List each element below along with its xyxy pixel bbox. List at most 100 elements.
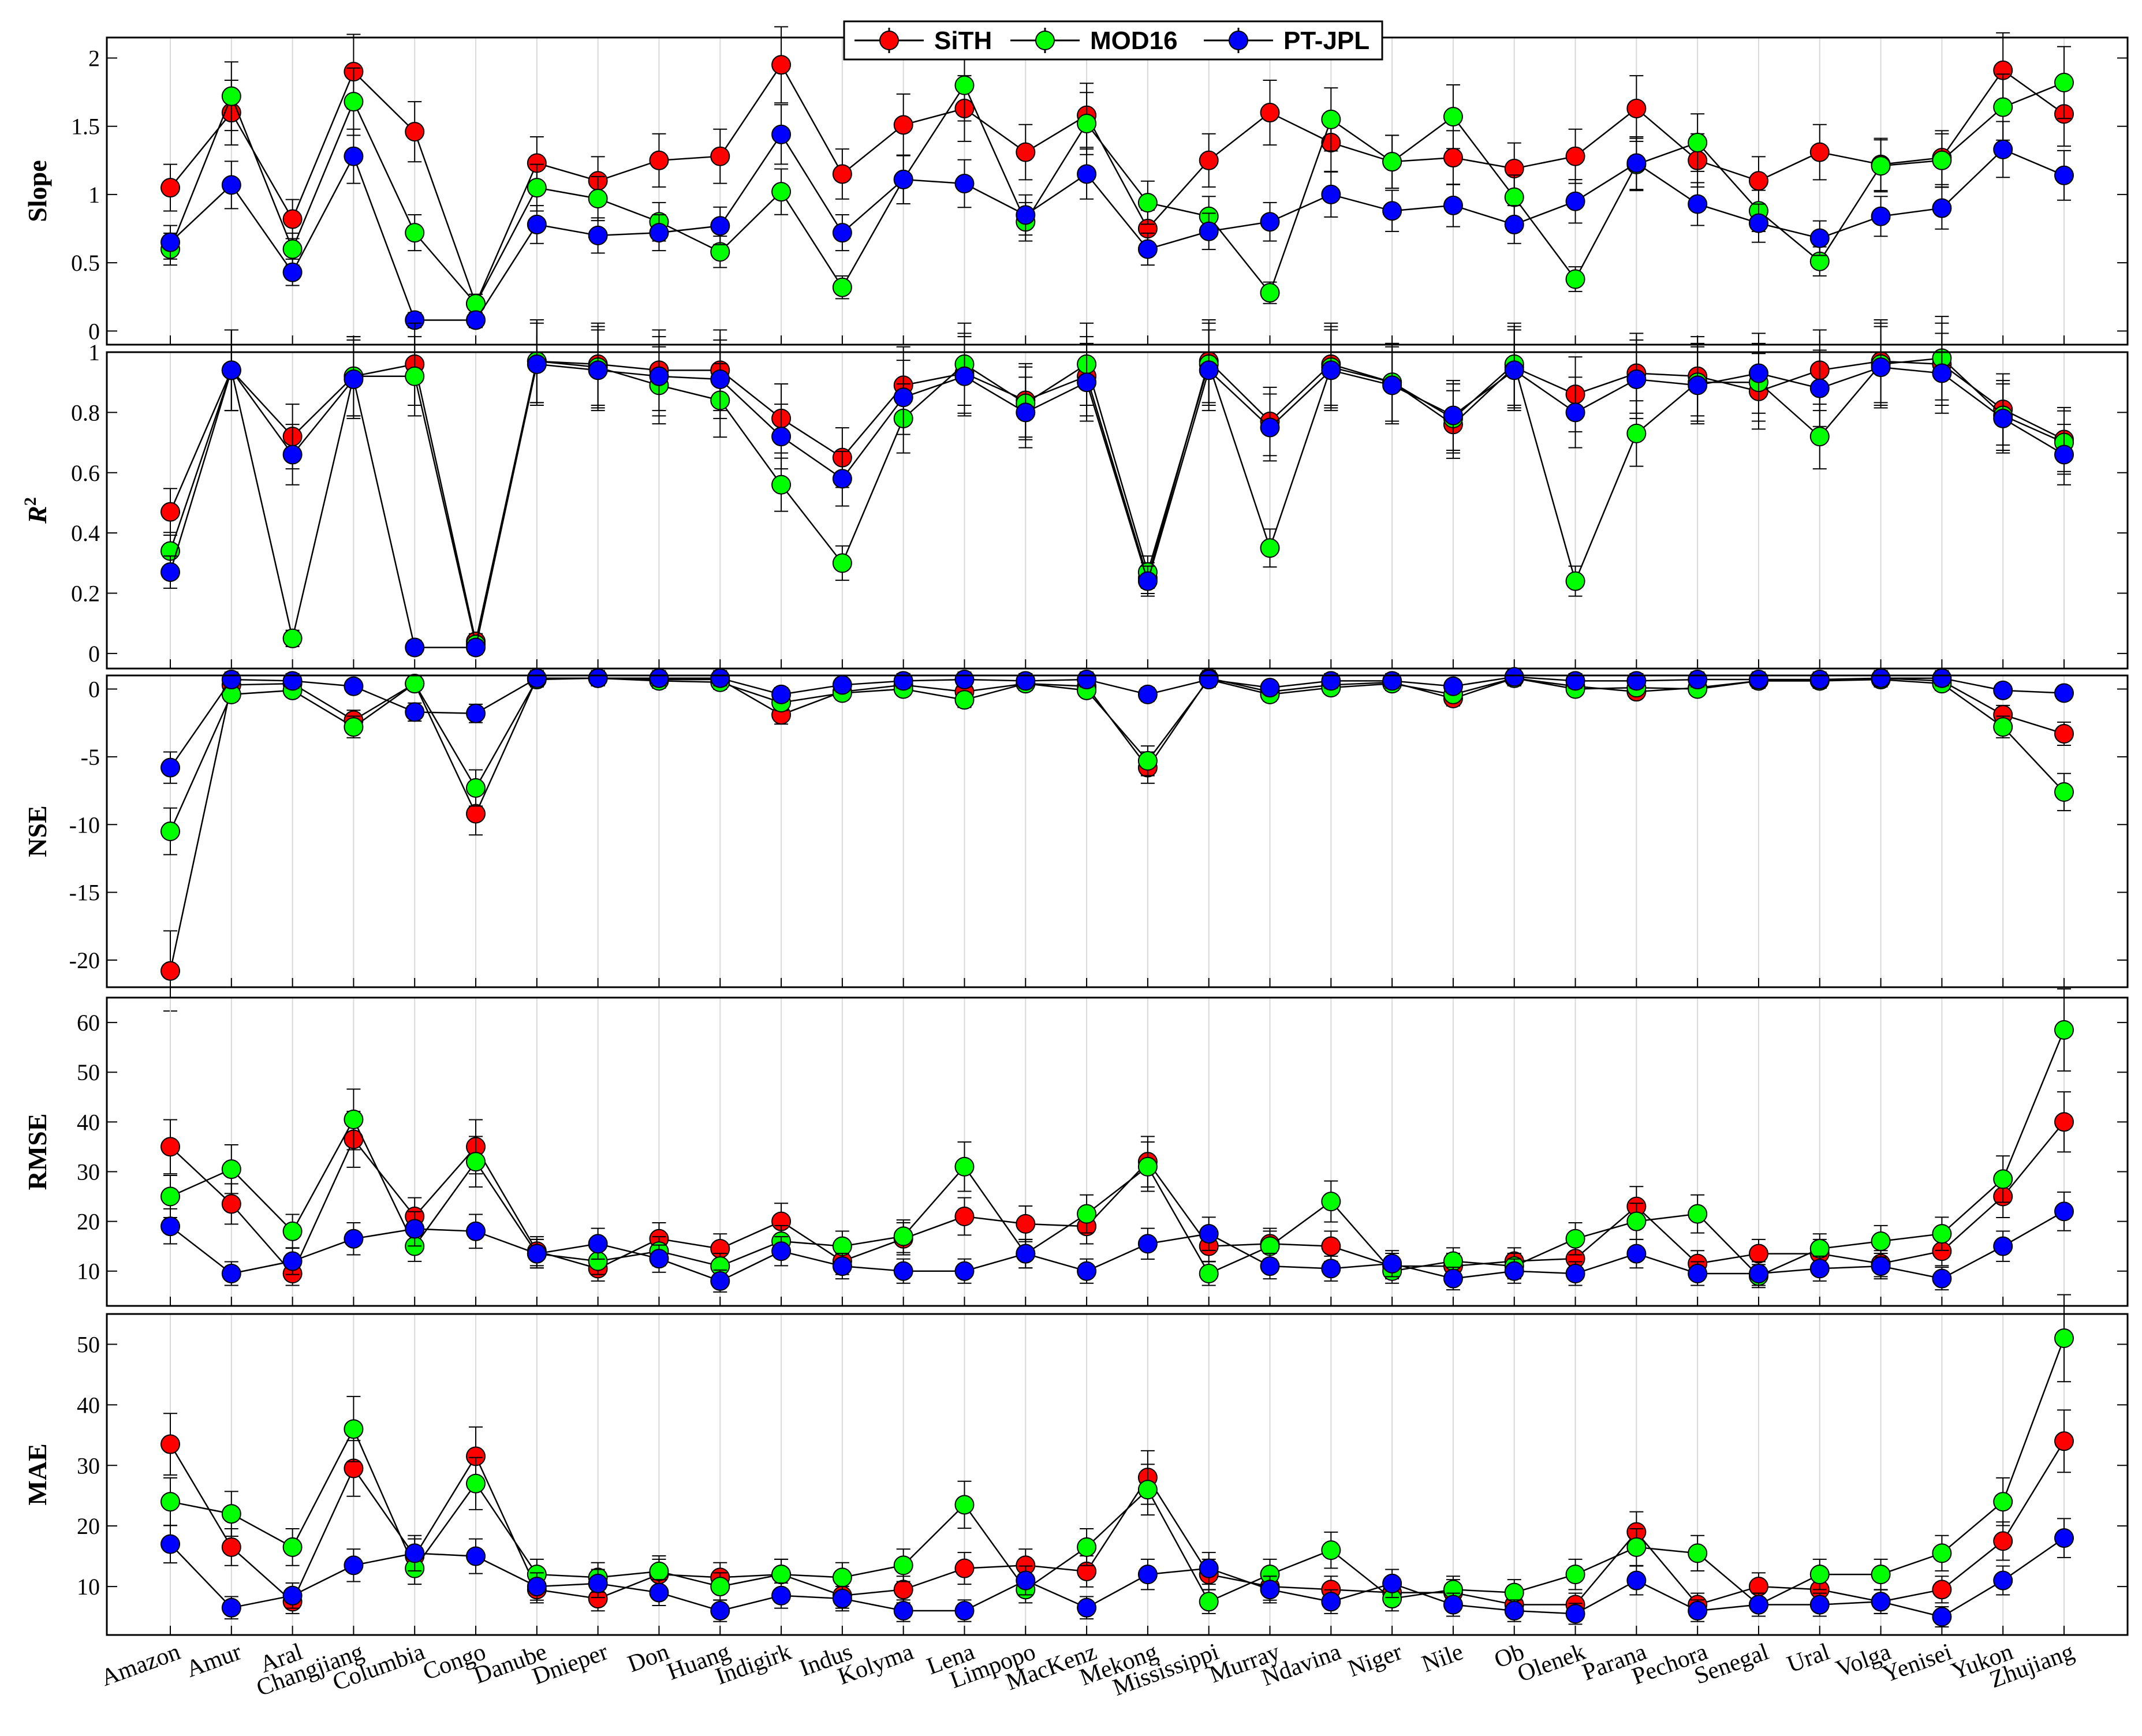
point-rmse-pt-jpl-dnieper bbox=[588, 1234, 608, 1254]
point-rmse-pt-jpl-aral bbox=[282, 1251, 303, 1271]
point-nse-pt-jpl-murray bbox=[1260, 678, 1280, 698]
point-slope-pt-jpl-senegal bbox=[1748, 213, 1768, 233]
point-slope-mod16-zhujiang bbox=[2054, 73, 2074, 93]
point-nse-pt-jpl-danube bbox=[527, 668, 547, 688]
ylabel-mae: MAE bbox=[23, 1443, 52, 1505]
point-slope-pt-jpl-changjiang bbox=[344, 146, 364, 166]
point-r2-pt-jpl-nile bbox=[1443, 405, 1463, 425]
point-mae-mod16-huang bbox=[710, 1577, 730, 1597]
ytick-label-rmse-4: 50 bbox=[77, 1059, 100, 1085]
xtick-label-amazon: Amazon bbox=[98, 1638, 184, 1692]
xtick-label-ural: Ural bbox=[1783, 1638, 1833, 1678]
point-rmse-pt-jpl-huang bbox=[710, 1271, 730, 1291]
series-nse-mod16 bbox=[161, 668, 2074, 856]
ytick-label-mae-3: 40 bbox=[77, 1392, 100, 1418]
point-mae-mod16-mekong bbox=[1137, 1480, 1158, 1500]
point-nse-pt-jpl-ndavina bbox=[1321, 671, 1341, 691]
point-mae-pt-jpl-ob bbox=[1504, 1601, 1524, 1621]
point-rmse-sith-zhujiang bbox=[2054, 1112, 2074, 1132]
point-rmse-mod16-indus bbox=[832, 1236, 852, 1256]
point-rmse-pt-jpl-pechora bbox=[1688, 1264, 1708, 1284]
point-slope-mod16-ndavina bbox=[1321, 109, 1341, 129]
ytick-label-mae-0: 10 bbox=[77, 1574, 100, 1600]
chart-panels: 0 0.5 1 1.5 2 Slope 0 0.2 0.4 0.6 0.8 1 R2 0 -5 -10 -15 -… bbox=[21, 26, 2129, 1702]
ytick-label-nse-2: -10 bbox=[69, 812, 100, 838]
point-slope-mod16-lena bbox=[954, 75, 975, 95]
point-r2-pt-jpl-zhujiang bbox=[2054, 445, 2074, 465]
point-nse-sith-zhujiang bbox=[2054, 723, 2074, 744]
point-r2-pt-jpl-congo bbox=[466, 637, 486, 658]
ytick-label-r2-4: 0.8 bbox=[71, 400, 100, 425]
point-r2-pt-jpl-danube bbox=[527, 354, 547, 374]
point-slope-pt-jpl-don bbox=[649, 223, 669, 243]
point-nse-pt-jpl-amazon bbox=[161, 757, 180, 778]
point-nse-pt-jpl-huang bbox=[710, 668, 730, 688]
point-nse-pt-jpl-indus bbox=[832, 675, 852, 695]
point-slope-pt-jpl-indus bbox=[832, 223, 852, 243]
legend-item-sith: SiTH bbox=[854, 27, 992, 55]
point-nse-mod16-mekong bbox=[1137, 751, 1158, 771]
point-mae-pt-jpl-murray bbox=[1260, 1580, 1280, 1600]
point-r2-pt-jpl-olenek bbox=[1565, 402, 1585, 423]
point-mae-pt-jpl-changjiang bbox=[344, 1555, 364, 1576]
ytick-label-nse-4: -20 bbox=[69, 947, 100, 973]
ytick-label-mae-4: 50 bbox=[77, 1331, 100, 1357]
point-rmse-pt-jpl-olenek bbox=[1565, 1264, 1585, 1284]
point-rmse-pt-jpl-zhujiang bbox=[2054, 1201, 2074, 1222]
point-mae-pt-jpl-danube bbox=[527, 1577, 547, 1597]
point-slope-pt-jpl-danube bbox=[527, 214, 547, 234]
ylabel-slope: Slope bbox=[23, 160, 52, 222]
xtick-label-yenisei: Yenisei bbox=[1879, 1638, 1955, 1688]
ylabel-nse: NSE bbox=[23, 805, 52, 857]
series-nse-pt-jpl bbox=[161, 667, 2074, 784]
point-mae-mod16-lena bbox=[954, 1495, 975, 1515]
ytick-label-rmse-2: 30 bbox=[77, 1159, 100, 1185]
xtick-label-olenek: Olenek bbox=[1514, 1638, 1589, 1688]
point-mae-mod16-indigirk bbox=[771, 1565, 792, 1585]
point-mae-sith-yukon bbox=[1993, 1531, 2013, 1551]
ytick-label-mae-1: 20 bbox=[77, 1513, 100, 1539]
point-slope-pt-jpl-limpopo bbox=[1016, 205, 1036, 225]
point-nse-pt-jpl-mississippi bbox=[1199, 670, 1219, 690]
point-r2-mod16-murray bbox=[1260, 538, 1280, 558]
point-mae-pt-jpl-aral bbox=[282, 1585, 303, 1606]
ytick-label-slope-2: 1 bbox=[88, 182, 100, 208]
point-rmse-pt-jpl-senegal bbox=[1748, 1264, 1768, 1284]
xtick-label-amur: Amur bbox=[182, 1638, 245, 1683]
point-nse-pt-jpl-lena bbox=[954, 670, 975, 690]
point-slope-pt-jpl-olenek bbox=[1565, 191, 1585, 211]
series-slope-mod16 bbox=[161, 46, 2074, 314]
ytick-label-rmse-0: 10 bbox=[77, 1259, 100, 1285]
point-rmse-mod16-ndavina bbox=[1321, 1192, 1341, 1212]
point-slope-pt-jpl-yenisei bbox=[1932, 198, 1952, 218]
point-rmse-sith-senegal bbox=[1748, 1244, 1768, 1264]
series-mae-sith bbox=[161, 1409, 2074, 1617]
point-mae-sith-amazon bbox=[161, 1434, 180, 1454]
point-r2-pt-jpl-ndavina bbox=[1321, 360, 1341, 380]
point-rmse-pt-jpl-indigirk bbox=[771, 1241, 792, 1261]
point-slope-mod16-aral bbox=[282, 239, 303, 259]
frame-rmse bbox=[106, 996, 2129, 1307]
ytick-label-r2-2: 0.4 bbox=[71, 520, 100, 546]
point-rmse-pt-jpl-yukon bbox=[1993, 1236, 2013, 1256]
point-slope-pt-jpl-nile bbox=[1443, 195, 1463, 215]
point-rmse-pt-jpl-nile bbox=[1443, 1268, 1463, 1289]
point-slope-mod16-danube bbox=[527, 178, 547, 198]
point-rmse-pt-jpl-don bbox=[649, 1249, 669, 1269]
point-rmse-sith-lena bbox=[954, 1206, 975, 1226]
series-rmse-mod16 bbox=[161, 988, 2074, 1289]
ylabel-rmse: RMSE bbox=[23, 1114, 52, 1190]
point-rmse-mod16-mackenz bbox=[1077, 1204, 1097, 1224]
line-r2-sith bbox=[169, 360, 2065, 642]
point-slope-pt-jpl-yukon bbox=[1993, 139, 2013, 159]
point-slope-mod16-ob bbox=[1504, 187, 1524, 207]
point-rmse-pt-jpl-congo bbox=[466, 1221, 486, 1241]
line-mae-pt-jpl bbox=[170, 1537, 2065, 1618]
point-slope-mod16-columbia bbox=[405, 223, 425, 243]
point-slope-pt-jpl-zhujiang bbox=[2054, 165, 2074, 185]
point-rmse-pt-jpl-ural bbox=[1809, 1259, 1830, 1279]
series-slope-pt-jpl bbox=[161, 104, 2074, 330]
point-slope-sith-indus bbox=[832, 164, 852, 184]
ytick-label-slope-1: 0.5 bbox=[71, 250, 100, 276]
line-rmse-pt-jpl bbox=[170, 1211, 2065, 1282]
